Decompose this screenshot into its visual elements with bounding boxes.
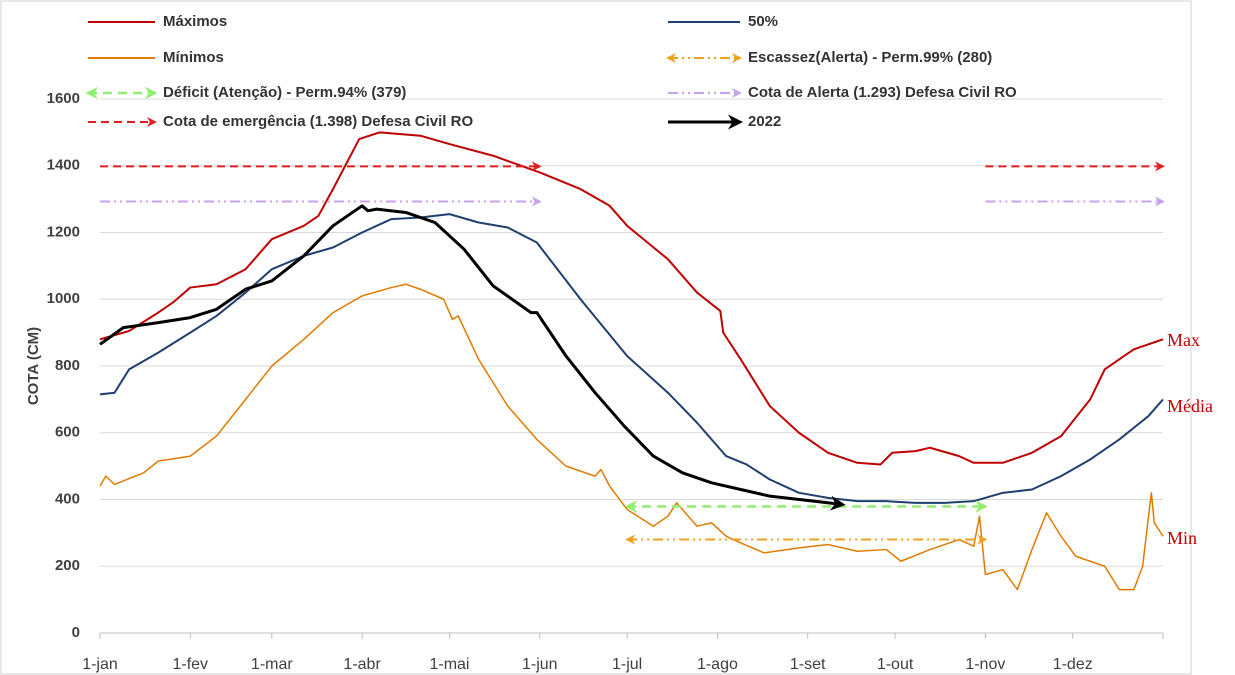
y-tick-label: 1000 (47, 290, 80, 307)
x-tick-label: 1-jan (82, 656, 118, 673)
x-tick-label: 1-mar (251, 656, 293, 673)
legend-label: 2022 (748, 113, 781, 130)
legend-label: Máximos (163, 13, 227, 30)
series-line (99, 204, 846, 511)
x-tick-label: 1-jul (612, 656, 642, 673)
legend-label: Déficit (Atenção) - Perm.94% (379) (163, 84, 406, 101)
x-tick-label: 1-nov (965, 656, 1005, 673)
legend-label: Cota de emergência (1.398) Defesa Civil … (163, 113, 473, 130)
y-tick-label: 1200 (47, 223, 80, 240)
x-tick-label: 1-set (790, 656, 826, 673)
y-axis-label: COTA (CM) (25, 327, 42, 405)
x-tick-label: 1-dez (1053, 656, 1093, 673)
annotation: Min (1167, 528, 1197, 548)
x-tick-label: 1-abr (343, 656, 381, 673)
y-tick-label: 1600 (47, 90, 80, 107)
y-tick-label: 600 (55, 424, 80, 441)
x-tick-label: 1-mai (429, 656, 469, 673)
x-tick-label: 1-fev (172, 656, 208, 673)
legend-label: Escassez(Alerta) - Perm.99% (280) (748, 49, 992, 66)
x-tick-label: 1-jun (522, 656, 558, 673)
legend-label: 50% (748, 13, 778, 30)
chart-frame (0, 0, 1192, 675)
y-tick-label: 400 (55, 490, 80, 507)
y-tick-label: 0 (72, 624, 80, 641)
y-tick-label: 1400 (47, 157, 80, 174)
annotation: Média (1167, 396, 1213, 416)
x-tick-label: 1-ago (697, 656, 738, 673)
series-line (99, 131, 1164, 466)
annotation: Max (1167, 330, 1200, 350)
y-tick-label: 800 (55, 357, 80, 374)
legend-label: Cota de Alerta (1.293) Defesa Civil RO (748, 84, 1017, 101)
x-tick-label: 1-out (877, 656, 914, 673)
legend-label: Mínimos (163, 49, 224, 66)
y-tick-label: 200 (55, 557, 80, 574)
